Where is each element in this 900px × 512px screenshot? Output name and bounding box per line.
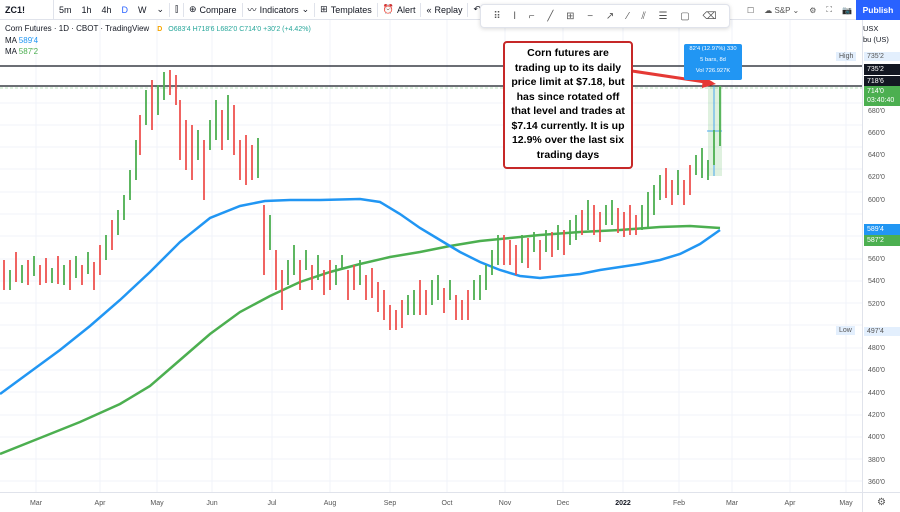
low-value: 497'4: [864, 327, 900, 336]
time-label: Sep: [383, 500, 397, 507]
time-label: Jun: [206, 500, 218, 507]
callout-icon[interactable]: ⌐: [528, 10, 535, 22]
countdown-timer: 03:40:40: [867, 97, 895, 104]
time-label: Mar: [29, 500, 43, 507]
tick: 380'0: [868, 457, 885, 464]
ma2-label[interactable]: MA: [5, 47, 17, 56]
time-label: Nov: [498, 500, 512, 507]
tick: 600'0: [868, 197, 885, 204]
high-label: High: [836, 52, 857, 61]
interval-d[interactable]: D: [121, 4, 129, 15]
undo-button[interactable]: ↶: [473, 4, 482, 14]
trend-line-icon[interactable]: ╱: [547, 10, 554, 22]
camera-icon[interactable]: 📷: [842, 5, 852, 15]
settings-icon[interactable]: ⚙: [809, 5, 817, 15]
arrow-line-icon[interactable]: ↗: [605, 10, 615, 22]
tick: 680'0: [868, 108, 885, 115]
rewind-icon: «: [426, 4, 432, 15]
alarm-icon: ⏰: [382, 4, 394, 14]
time-label: Apr: [94, 500, 106, 507]
parallel-channel-icon[interactable]: ⫽: [641, 10, 646, 22]
templates-button[interactable]: ⊞ Templates: [320, 4, 372, 15]
grid-icon: ⊞: [320, 4, 328, 14]
indicators-button[interactable]: 〰 Indicators ⌄: [247, 4, 310, 15]
indicators-icon: 〰: [247, 5, 257, 15]
annotation-callout[interactable]: Corn futures are trading up to its daily…: [503, 41, 633, 169]
ma-green-tag: 587'2: [864, 235, 900, 246]
contract-unit[interactable]: bu (US): [863, 35, 889, 44]
eraser-icon[interactable]: ⌫: [702, 10, 717, 22]
tick: 560'0: [868, 256, 885, 263]
chevron-down-icon[interactable]: ⌄: [156, 4, 165, 14]
currency-unit[interactable]: USX: [863, 24, 879, 33]
chart-area[interactable]: [0, 20, 862, 492]
vertical-line-icon[interactable]: ǀ: [513, 10, 517, 22]
tick: 660'0: [868, 130, 885, 137]
time-label-year: 2022: [615, 500, 631, 507]
tick: 420'0: [868, 412, 885, 419]
time-label: Apr: [784, 500, 796, 507]
interval-4h[interactable]: 4h: [101, 4, 112, 15]
line-tag-735: 735'2: [864, 64, 900, 75]
symbol-search[interactable]: ZC1!: [0, 0, 54, 19]
interval-5m[interactable]: 5m: [59, 4, 72, 15]
chevron-down-icon: ⌄: [301, 4, 310, 14]
alert-button[interactable]: ⏰ Alert: [382, 4, 416, 15]
low-label: Low: [836, 326, 855, 335]
plus-circle-icon: ⊕: [188, 4, 197, 14]
ma1-label[interactable]: MA: [5, 36, 17, 45]
last-price-tag: 714'0 03:40:40: [864, 86, 900, 106]
tick: 400'0: [868, 434, 885, 441]
axis-settings-gear-icon[interactable]: ⚙: [862, 492, 900, 512]
right-toolbar: ☐ ☁ S&P ⌄ ⚙ ⛶ 📷: [747, 0, 852, 20]
drawing-toolbar: ⠿ ǀ ⌐ ╱ ⊞ − ↗ ⁄ ⫽ ☰ ▢ ⌫: [480, 4, 730, 28]
chart-legend: Corn Futures · 1D · CBOT · TradingView D O…: [5, 23, 311, 57]
measure-tooltip: 82'4 (12.97%) 330 5 bars, 8d Vol 726.927…: [684, 44, 742, 80]
time-label: Aug: [323, 500, 337, 507]
interval-w[interactable]: W: [138, 4, 147, 15]
time-label: Feb: [672, 500, 686, 507]
time-label: Dec: [556, 500, 570, 507]
ma1-value: 589'4: [18, 36, 39, 45]
time-label: May: [150, 500, 164, 507]
extended-line-icon[interactable]: ⁄: [626, 10, 629, 22]
tick: 440'0: [868, 390, 885, 397]
rectangle-icon[interactable]: ▢: [680, 10, 690, 22]
tick: 620'0: [868, 174, 885, 181]
high-value: 735'2: [864, 52, 900, 61]
time-label: Oct: [441, 500, 453, 507]
tick: 520'0: [868, 301, 885, 308]
currency-selector[interactable]: USX bu (US): [863, 23, 897, 45]
ma2-value: 587'2: [18, 47, 39, 56]
delay-badge: D: [157, 26, 163, 33]
compare-button[interactable]: ⊕ Compare: [188, 4, 237, 15]
fib-icon[interactable]: ☰: [658, 10, 668, 22]
price-chart: [0, 20, 862, 492]
time-label: Mar: [725, 500, 739, 507]
tick: 640'0: [868, 152, 885, 159]
ma-blue-tag: 589'4: [864, 224, 900, 235]
drag-handle-icon[interactable]: ⠿: [493, 10, 501, 22]
candles-icon[interactable]: ⫿: [175, 4, 178, 14]
fullscreen-icon[interactable]: ⛶: [826, 5, 833, 14]
square-icon[interactable]: ☐: [747, 5, 755, 15]
interval-1h[interactable]: 1h: [81, 4, 92, 15]
tick: 360'0: [868, 479, 885, 486]
tick: 480'0: [868, 345, 885, 352]
layout-button[interactable]: ☁ S&P ⌄: [764, 5, 800, 15]
chart-title: Corn Futures · 1D · CBOT · TradingView: [5, 24, 150, 33]
time-label: May: [839, 500, 853, 507]
time-axis[interactable]: Mar Apr May Jun Jul Aug Sep Oct Nov Dec …: [0, 492, 862, 512]
price-axis[interactable]: 735'2 735'2 718'6 714'0 03:40:40 680'0 66…: [862, 20, 900, 492]
tick: 460'0: [868, 367, 885, 374]
grid-tool-icon[interactable]: ⊞: [566, 10, 575, 22]
replay-button[interactable]: «Replay: [426, 4, 463, 15]
line-tag-718: 718'6: [864, 76, 900, 87]
horizontal-ray-icon[interactable]: −: [587, 10, 594, 22]
publish-button[interactable]: Publish: [856, 0, 900, 20]
tick: 540'0: [868, 278, 885, 285]
ohlc-values: O683'4 H718'6 L682'0 C714'0 +30'2 (+4.42…: [168, 26, 311, 33]
time-label: Jul: [267, 500, 277, 507]
